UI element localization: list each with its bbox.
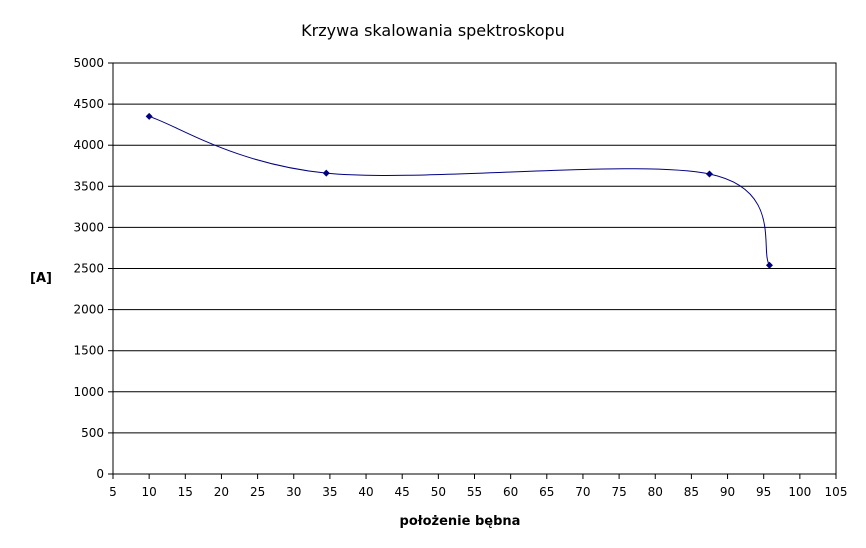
x-tick-label: 80 xyxy=(648,485,663,499)
x-tick-label: 45 xyxy=(395,485,410,499)
x-tick-label: 30 xyxy=(286,485,301,499)
x-axis-ticks: 5 10 15 20 25 30 35 40 45 50 55 60 65 70 75 80 85 90 95 100… xyxy=(109,474,847,499)
series-curve-line xyxy=(148,115,770,266)
data-point-marker xyxy=(705,170,713,178)
x-tick-label: 65 xyxy=(539,485,554,499)
x-tick-label: 35 xyxy=(322,485,337,499)
x-tick-label: 105 xyxy=(825,485,848,499)
x-tick-label: 10 xyxy=(142,485,157,499)
x-tick-label: 85 xyxy=(684,485,699,499)
x-axis-title: położenie bębna xyxy=(400,514,521,529)
data-point-marker xyxy=(765,261,773,269)
data-point-marker xyxy=(145,112,153,120)
x-tick-label: 95 xyxy=(756,485,771,499)
chart-title: Krzywa skalowania spektroskopu xyxy=(301,21,565,40)
y-tick-label: 0 xyxy=(96,467,104,481)
x-tick-label: 60 xyxy=(503,485,518,499)
y-tick-label: 500 xyxy=(81,426,104,440)
y-tick-label: 1500 xyxy=(73,344,104,358)
x-tick-label: 20 xyxy=(214,485,229,499)
y-axis-title: [A] xyxy=(30,271,52,286)
x-tick-label: 50 xyxy=(431,485,446,499)
y-tick-label: 2500 xyxy=(73,262,104,276)
x-tick-label: 5 xyxy=(109,485,117,499)
x-tick-label: 15 xyxy=(178,485,193,499)
y-tick-label: 4000 xyxy=(73,138,104,152)
x-tick-label: 40 xyxy=(358,485,373,499)
y-tick-label: 3500 xyxy=(73,179,104,193)
y-tick-label: 3000 xyxy=(73,220,104,234)
x-tick-label: 90 xyxy=(720,485,735,499)
data-point-marker xyxy=(322,169,330,177)
x-tick-label: 70 xyxy=(575,485,590,499)
y-tick-label: 5000 xyxy=(73,56,104,70)
x-tick-label: 55 xyxy=(467,485,482,499)
y-tick-label: 4500 xyxy=(73,97,104,111)
y-axis-ticks: 0 500 1000 1500 2000 2500 3000 3500 4000 4500 5000 xyxy=(73,56,113,481)
y-tick-label: 2000 xyxy=(73,303,104,317)
series-markers xyxy=(145,112,773,269)
grid-lines xyxy=(113,62,836,475)
y-tick-label: 1000 xyxy=(73,385,104,399)
x-tick-label: 25 xyxy=(250,485,265,499)
x-tick-label: 100 xyxy=(788,485,811,499)
x-tick-label: 75 xyxy=(611,485,626,499)
